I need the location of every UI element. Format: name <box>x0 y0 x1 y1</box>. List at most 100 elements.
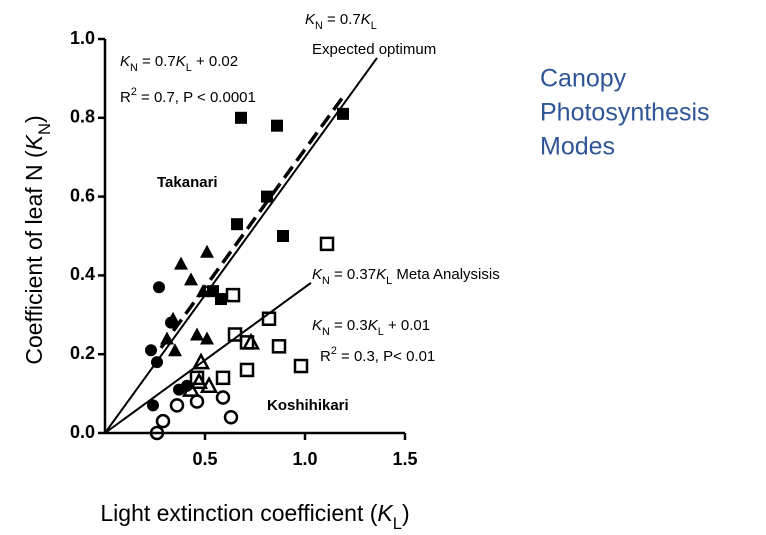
point <box>215 370 231 386</box>
text-part: R <box>120 89 131 106</box>
point <box>147 399 159 412</box>
point <box>223 409 239 425</box>
annotation: R2 = 0.3, P< 0.01 <box>320 345 435 365</box>
text-part: K <box>376 266 387 283</box>
point <box>189 394 205 409</box>
text-part: N <box>130 62 138 74</box>
point <box>215 293 227 306</box>
text-part: L <box>371 20 377 32</box>
text-part: = 0.7 <box>138 53 176 70</box>
y-tick-label: 1.0 <box>70 28 95 48</box>
point <box>200 244 214 258</box>
text-part: R <box>320 348 331 365</box>
point <box>261 190 273 203</box>
text-part: L <box>186 62 192 74</box>
point <box>235 111 247 124</box>
text-part: + 0.02 <box>192 53 238 70</box>
text-part: K <box>21 133 47 150</box>
point <box>277 230 289 242</box>
y-tick-label: 0.6 <box>70 185 95 205</box>
text-part: N <box>322 275 330 287</box>
text-part: 2 <box>331 345 337 357</box>
y-tick-label: 0.2 <box>70 343 95 363</box>
text-part: Expected optimum <box>312 41 436 58</box>
annotation: KN = 0.3KL + 0.01 <box>312 317 430 338</box>
point <box>174 256 188 270</box>
annotation: KN = 0.7KL <box>305 11 377 32</box>
text-part: L <box>378 326 384 338</box>
y-tick-label: 0.0 <box>70 422 95 442</box>
text-part: = 0.37 <box>330 266 376 283</box>
text-part: + 0.01 <box>384 317 430 334</box>
point <box>191 352 211 370</box>
point <box>168 343 182 357</box>
y-tick-label: 0.4 <box>70 264 95 284</box>
text-part: N <box>322 326 330 338</box>
annotation: Koshihikari <box>267 397 349 414</box>
annotation: KN = 0.37KL Meta Analysisis <box>312 266 500 287</box>
point <box>271 119 283 132</box>
side-title: Photosynthesis <box>540 99 710 127</box>
text-part: K <box>377 500 394 526</box>
text-part: K <box>312 266 323 283</box>
text-part: K <box>305 11 316 28</box>
point <box>169 398 185 413</box>
text-part: Coefficient of leaf N ( <box>21 150 47 365</box>
text-part: K <box>176 53 187 70</box>
text-part: ) <box>402 500 410 526</box>
point <box>160 331 174 345</box>
text-part: N <box>35 123 54 135</box>
text-part: Takanari <box>157 174 218 191</box>
point <box>215 390 231 405</box>
point <box>181 380 201 397</box>
text-part: = 0.7, P < 0.0001 <box>137 89 256 106</box>
text-part: L <box>393 514 402 533</box>
text-part: K <box>361 11 372 28</box>
text-part: = 0.7 <box>323 11 361 28</box>
text-part: K <box>312 317 323 334</box>
point <box>196 284 210 298</box>
point <box>151 356 163 369</box>
fit-line <box>104 282 312 434</box>
text-part: = 0.3 <box>330 317 368 334</box>
text-part: N <box>315 20 323 32</box>
text-part: 2 <box>131 86 137 98</box>
point <box>225 287 241 303</box>
y-tick-label: 0.8 <box>70 107 95 127</box>
annotation: Expected optimum <box>312 41 436 58</box>
point <box>155 413 171 429</box>
annotation: KN = 0.7KL + 0.02 <box>120 53 238 74</box>
point <box>189 370 205 386</box>
point <box>145 344 157 357</box>
point <box>293 358 309 374</box>
fit-line <box>159 95 345 349</box>
side-title: Modes <box>540 133 615 161</box>
text-part: = 0.3, P< 0.01 <box>337 348 435 365</box>
text-part: K <box>368 317 379 334</box>
point <box>271 339 287 354</box>
point <box>239 362 255 378</box>
point <box>337 107 349 120</box>
x-tick-label: 1.0 <box>292 449 317 469</box>
point <box>319 236 335 252</box>
point <box>199 376 219 393</box>
point <box>184 272 198 286</box>
point <box>200 331 214 345</box>
text-part: Meta Analysisis <box>392 266 500 283</box>
point <box>231 218 243 231</box>
point <box>153 281 165 294</box>
point <box>190 327 204 341</box>
y-axis-label: Coefficient of leaf N (KN) <box>21 115 54 364</box>
x-tick-label: 0.5 <box>192 449 217 469</box>
text-part: L <box>386 275 392 287</box>
text-part: K <box>120 53 131 70</box>
fit-line <box>104 57 378 434</box>
point <box>189 372 209 390</box>
x-tick-label: 1.5 <box>392 449 417 469</box>
annotation: Takanari <box>157 174 218 191</box>
point <box>149 425 165 441</box>
text-part: Koshihikari <box>267 397 349 414</box>
x-axis-label: Light extinction coefficient (KL) <box>100 500 409 533</box>
annotation: R2 = 0.7, P < 0.0001 <box>120 86 256 106</box>
